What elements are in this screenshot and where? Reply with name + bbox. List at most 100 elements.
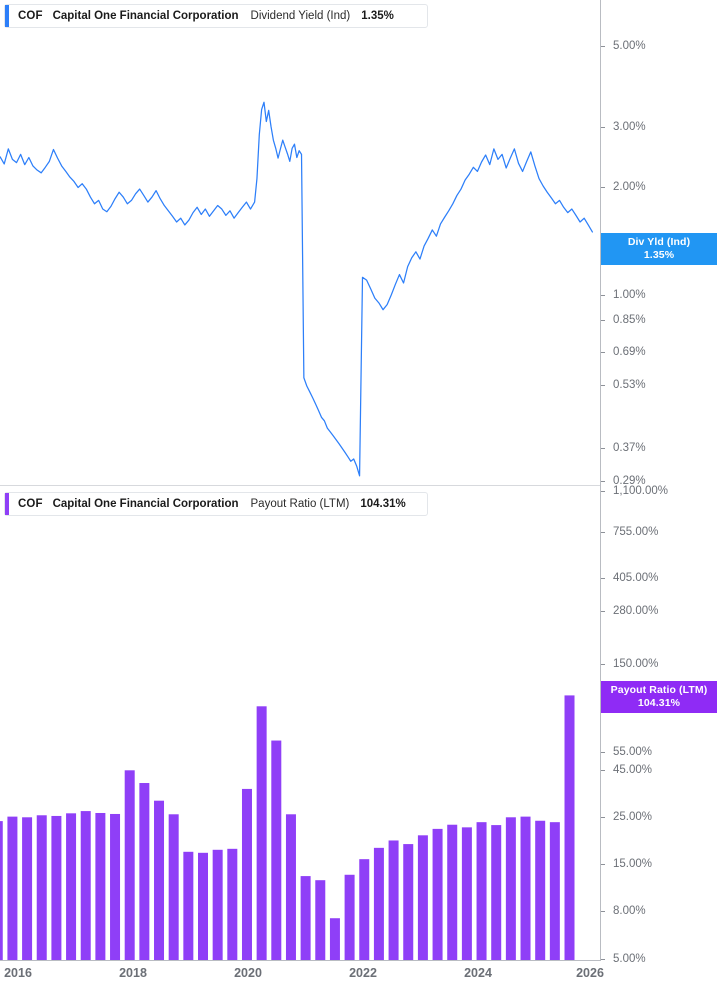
y-axis-tick: 3.00% bbox=[601, 120, 646, 134]
payout-ratio-bar[interactable] bbox=[344, 874, 355, 960]
payout-ratio-bar[interactable] bbox=[285, 814, 296, 960]
x-axis-tick-label: 2016 bbox=[4, 966, 32, 980]
payout-ratio-bar[interactable] bbox=[564, 695, 575, 960]
payout-ratio-bar[interactable] bbox=[549, 822, 560, 960]
badge-label: Payout Ratio (LTM) bbox=[610, 684, 708, 696]
y-axis-tick: 55.00% bbox=[601, 745, 652, 759]
legend-color-swatch bbox=[5, 5, 9, 27]
legend-color-swatch bbox=[5, 493, 9, 515]
payout-ratio-bar[interactable] bbox=[359, 859, 370, 960]
payout-ratio-bar[interactable] bbox=[110, 813, 121, 960]
payout-ratio-bar[interactable] bbox=[241, 788, 252, 960]
payout-ratio-bar[interactable] bbox=[535, 820, 546, 960]
payout-ratio-bar[interactable] bbox=[505, 817, 516, 960]
y-axis-tick: 0.85% bbox=[601, 313, 646, 327]
x-axis-tick-label: 2024 bbox=[464, 966, 492, 980]
payout-ratio-bar[interactable] bbox=[227, 848, 238, 960]
badge-value: 104.31% bbox=[637, 697, 681, 709]
y-axis-tick: 150.00% bbox=[601, 657, 658, 671]
payout-ratio-bar[interactable] bbox=[491, 825, 502, 960]
x-axis-tick-label: 2020 bbox=[234, 966, 262, 980]
tick-mark bbox=[601, 958, 605, 960]
tick-mark bbox=[601, 384, 605, 386]
badge-label: Div Yld (Ind) bbox=[627, 236, 691, 248]
dividend-yield-line bbox=[0, 101, 594, 477]
payout-ratio-bar[interactable] bbox=[461, 827, 472, 960]
y-axis-tick: 0.69% bbox=[601, 345, 646, 359]
legend-company: Capital One Financial Corporation bbox=[52, 498, 239, 510]
payout-ratio-bar[interactable] bbox=[80, 811, 91, 960]
tick-mark bbox=[601, 863, 605, 865]
tick-mark bbox=[601, 769, 605, 771]
tick-mark bbox=[601, 663, 605, 665]
tick-mark bbox=[601, 319, 605, 321]
x-axis-tick-label: 2022 bbox=[349, 966, 377, 980]
tick-mark bbox=[601, 126, 605, 128]
tick-label: 280.00% bbox=[613, 605, 659, 617]
tick-label: 2.00% bbox=[613, 181, 646, 193]
payout-ratio-bar[interactable] bbox=[315, 880, 326, 960]
payout-ratio-bar[interactable] bbox=[388, 840, 399, 960]
tick-label: 0.29% bbox=[613, 475, 646, 487]
tick-label: 0.85% bbox=[613, 314, 646, 326]
payout-ratio-bar[interactable] bbox=[403, 844, 414, 960]
legend-company: Capital One Financial Corporation bbox=[52, 10, 239, 22]
legend-dividend-yield[interactable]: COF Capital One Financial Corporation Di… bbox=[4, 4, 428, 28]
payout-ratio-bar[interactable] bbox=[36, 815, 47, 960]
y-axis-tick: 1.00% bbox=[601, 288, 646, 302]
payout-ratio-bar[interactable] bbox=[417, 835, 428, 960]
legend-value: 104.31% bbox=[360, 498, 406, 510]
payout-ratio-bar[interactable] bbox=[168, 814, 179, 960]
y-axis-tick: 8.00% bbox=[601, 904, 646, 918]
payout-ratio-bar[interactable] bbox=[154, 800, 165, 960]
payout-ratio-bar-svg bbox=[0, 695, 575, 960]
payout-ratio-bar[interactable] bbox=[271, 740, 282, 960]
payout-ratio-bar[interactable] bbox=[51, 815, 62, 960]
tick-mark bbox=[601, 351, 605, 353]
payout-ratio-chart[interactable] bbox=[0, 486, 600, 961]
y-axis-tick: 25.00% bbox=[601, 810, 652, 824]
y-axis-tick: 1,100.00% bbox=[601, 484, 668, 498]
y-axis-tick: 755.00% bbox=[601, 525, 658, 539]
payout-ratio-bar[interactable] bbox=[300, 876, 311, 960]
payout-ratio-bar[interactable] bbox=[476, 822, 487, 960]
badge-value: 1.35% bbox=[643, 249, 675, 261]
tick-label: 0.37% bbox=[613, 442, 646, 454]
payout-ratio-bar[interactable] bbox=[139, 783, 150, 960]
x-axis-tick-label: 2026 bbox=[576, 966, 604, 980]
payout-ratio-bar[interactable] bbox=[66, 813, 77, 960]
tick-label: 8.00% bbox=[613, 905, 646, 917]
payout-ratio-bar[interactable] bbox=[432, 828, 443, 960]
tick-mark bbox=[601, 294, 605, 296]
payout-ratio-bar[interactable] bbox=[198, 852, 208, 960]
tick-mark bbox=[601, 751, 605, 753]
payout-ratio-bar[interactable] bbox=[7, 816, 18, 960]
payout-ratio-bar[interactable] bbox=[183, 851, 194, 960]
tick-label: 0.69% bbox=[613, 346, 646, 358]
payout-ratio-bar[interactable] bbox=[447, 824, 458, 960]
payout-ratio-bar[interactable] bbox=[124, 770, 135, 960]
tick-label: 150.00% bbox=[613, 658, 659, 670]
payout-ratio-bar[interactable] bbox=[329, 918, 340, 960]
payout-ratio-bar[interactable] bbox=[212, 849, 223, 960]
y-axis-tick: 0.37% bbox=[601, 441, 646, 455]
payout-ratio-value-badge: Payout Ratio (LTM) 104.31% bbox=[601, 681, 717, 713]
dividend-yield-chart[interactable] bbox=[0, 0, 600, 484]
tick-mark bbox=[601, 490, 605, 492]
pane-divider bbox=[0, 485, 600, 486]
payout-ratio-bar[interactable] bbox=[256, 706, 267, 960]
payout-ratio-bar[interactable] bbox=[0, 821, 3, 960]
x-axis-tick-label: 2018 bbox=[119, 966, 147, 980]
payout-ratio-bar[interactable] bbox=[373, 847, 384, 960]
tick-label: 45.00% bbox=[613, 764, 653, 776]
payout-ratio-bar[interactable] bbox=[95, 812, 106, 960]
tick-mark bbox=[601, 910, 605, 912]
y-axis-tick: 45.00% bbox=[601, 763, 652, 777]
legend-payout-ratio[interactable]: COF Capital One Financial Corporation Pa… bbox=[4, 492, 428, 516]
legend-metric: Dividend Yield (Ind) bbox=[250, 10, 351, 22]
tick-label: 55.00% bbox=[613, 746, 653, 758]
payout-ratio-bar[interactable] bbox=[22, 817, 33, 960]
tick-mark bbox=[601, 610, 605, 612]
y-axis-tick: 2.00% bbox=[601, 180, 646, 194]
payout-ratio-bar[interactable] bbox=[520, 816, 531, 960]
